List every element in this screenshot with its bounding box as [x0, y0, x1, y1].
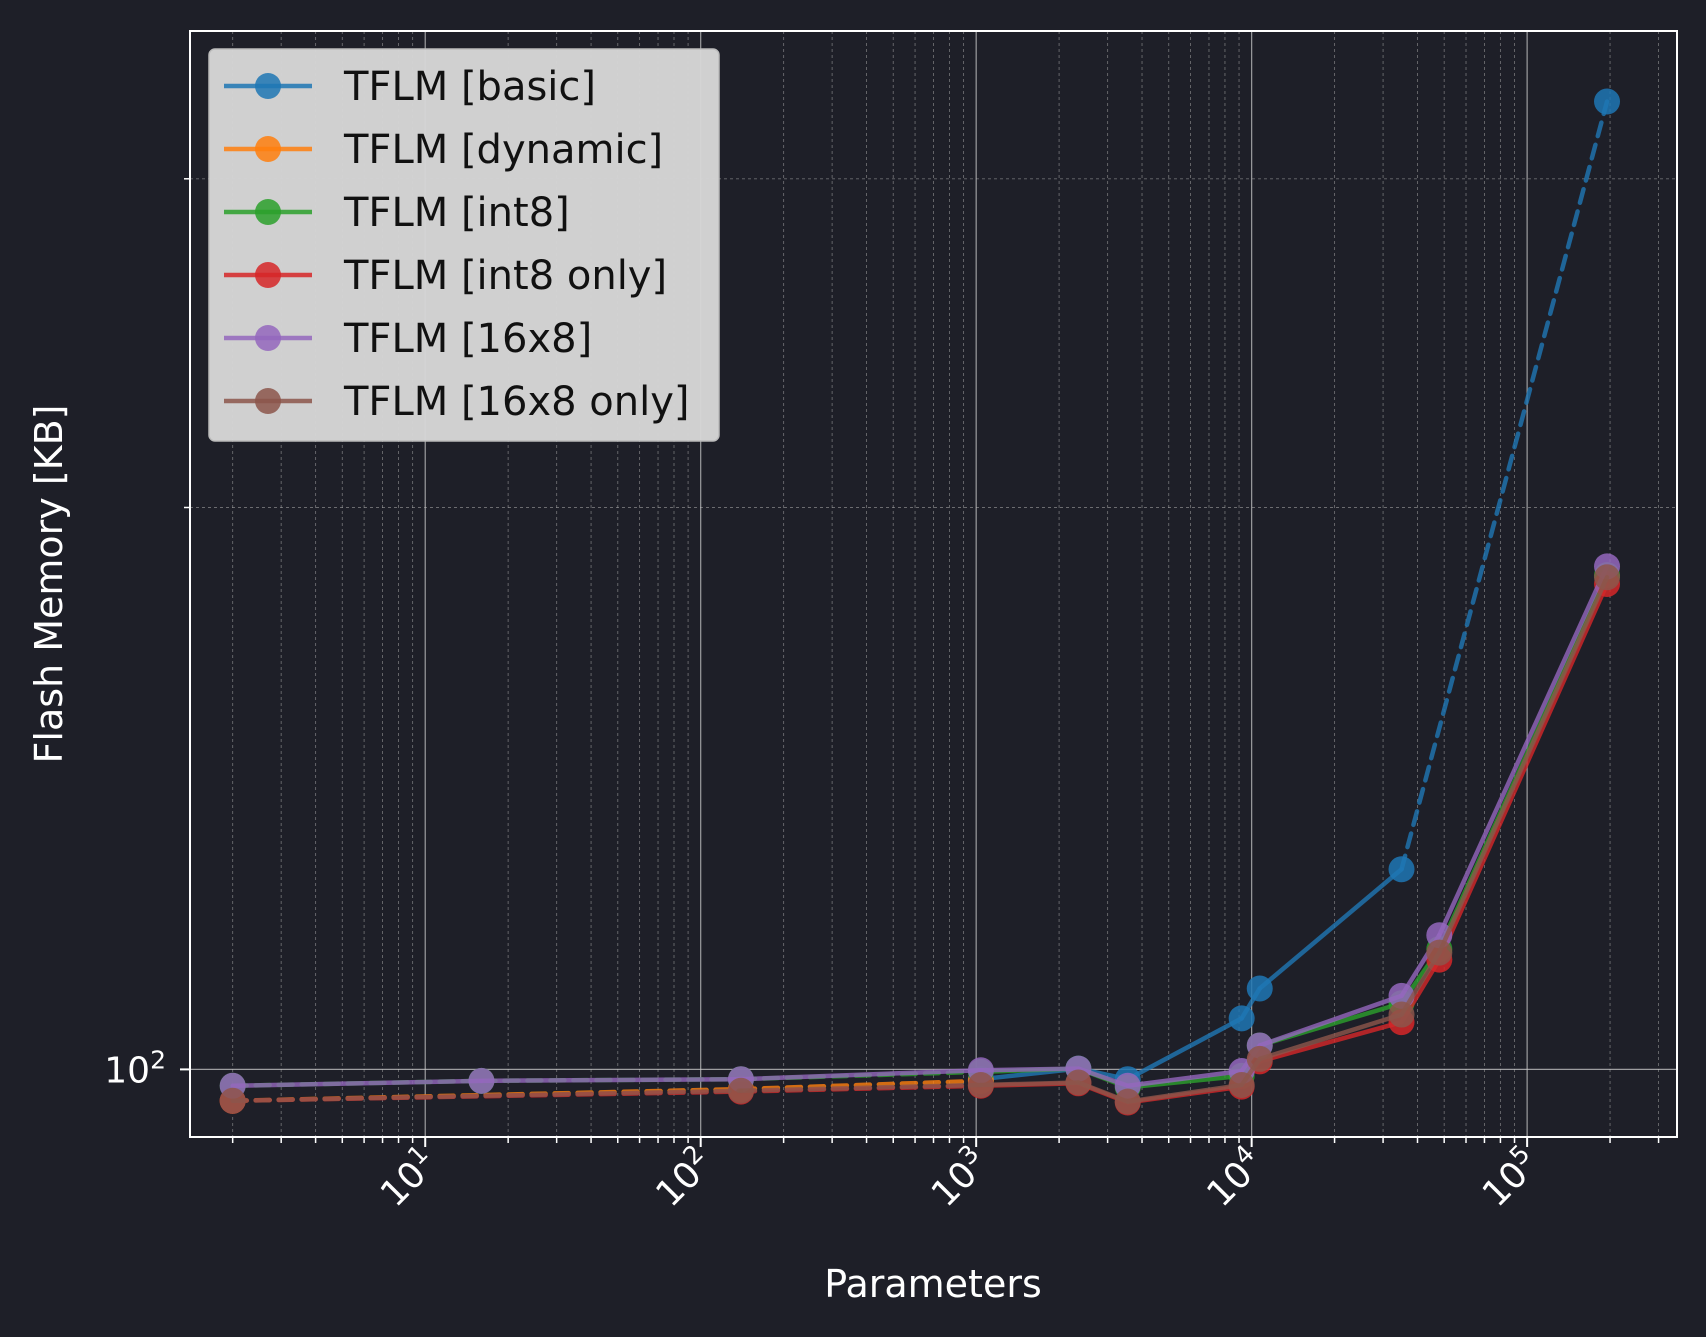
series-line-segment: [1437, 581, 1610, 962]
series-line-segment: [738, 1067, 984, 1082]
series-5: [219, 564, 1621, 1115]
data-point: [1246, 975, 1273, 1002]
series-line-segment: [479, 1076, 744, 1084]
series-line-segment: [1257, 1019, 1404, 1064]
legend-marker: [255, 136, 281, 162]
x-axis-label: Parameters: [824, 1262, 1042, 1306]
data-point: [1388, 856, 1415, 883]
series-line-segment: [230, 1078, 484, 1089]
series-line-segment: [1437, 564, 1610, 938]
legend-label: TFLM [int8]: [343, 190, 570, 236]
axis-ticks: [180, 178, 1660, 1147]
series-line-segment: [978, 1066, 1081, 1073]
series-layer: [219, 88, 1621, 1116]
data-point: [1246, 1045, 1273, 1072]
series-line-segment: [738, 1082, 984, 1094]
series-line-segment: [1257, 867, 1404, 991]
y-tick-label: 102: [104, 1045, 166, 1091]
data-point: [967, 1071, 994, 1098]
series-line-segment: [1257, 1012, 1404, 1062]
data-point: [1065, 1069, 1092, 1096]
series-line-segment: [978, 1080, 1081, 1088]
series-line-segment: [738, 1078, 984, 1092]
data-point: [1114, 1088, 1141, 1115]
series-line-segment: [1125, 1068, 1244, 1089]
legend-box: [208, 48, 720, 442]
legend-label: TFLM [16x8 only]: [343, 379, 690, 425]
legend-label: TFLM [basic]: [343, 64, 596, 110]
data-point: [1426, 939, 1453, 966]
legend-marker: [255, 388, 281, 414]
legend-label: TFLM [16x8]: [343, 316, 592, 362]
data-point: [468, 1067, 495, 1094]
legend-marker: [255, 73, 281, 99]
legend-marker: [255, 199, 281, 225]
series-line-segment: [1125, 1082, 1244, 1104]
series-line-segment: [1125, 1016, 1244, 1082]
data-point: [1594, 564, 1621, 591]
series-line-segment: [230, 1088, 744, 1104]
legend-label: TFLM [dynamic]: [343, 127, 663, 173]
data-point: [1594, 88, 1621, 115]
y-axis-label: Flash Memory [KB]: [27, 405, 71, 764]
major-grid: [190, 31, 1677, 1137]
data-point: [1228, 1071, 1255, 1098]
legend: TFLM [basic] TFLM [dynamic] TFLM [int8] TFL…: [208, 48, 720, 442]
data-point: [1388, 1001, 1415, 1028]
legend-marker: [255, 262, 281, 288]
data-point: [1228, 1005, 1255, 1032]
data-point: [727, 1077, 754, 1104]
series-line-segment: [1437, 575, 1610, 955]
data-point: [219, 1087, 246, 1114]
series-line-segment: [1257, 993, 1404, 1048]
legend-marker: [255, 325, 281, 351]
legend-label: TFLM [int8 only]: [343, 253, 667, 299]
series-line-segment: [1399, 99, 1610, 872]
